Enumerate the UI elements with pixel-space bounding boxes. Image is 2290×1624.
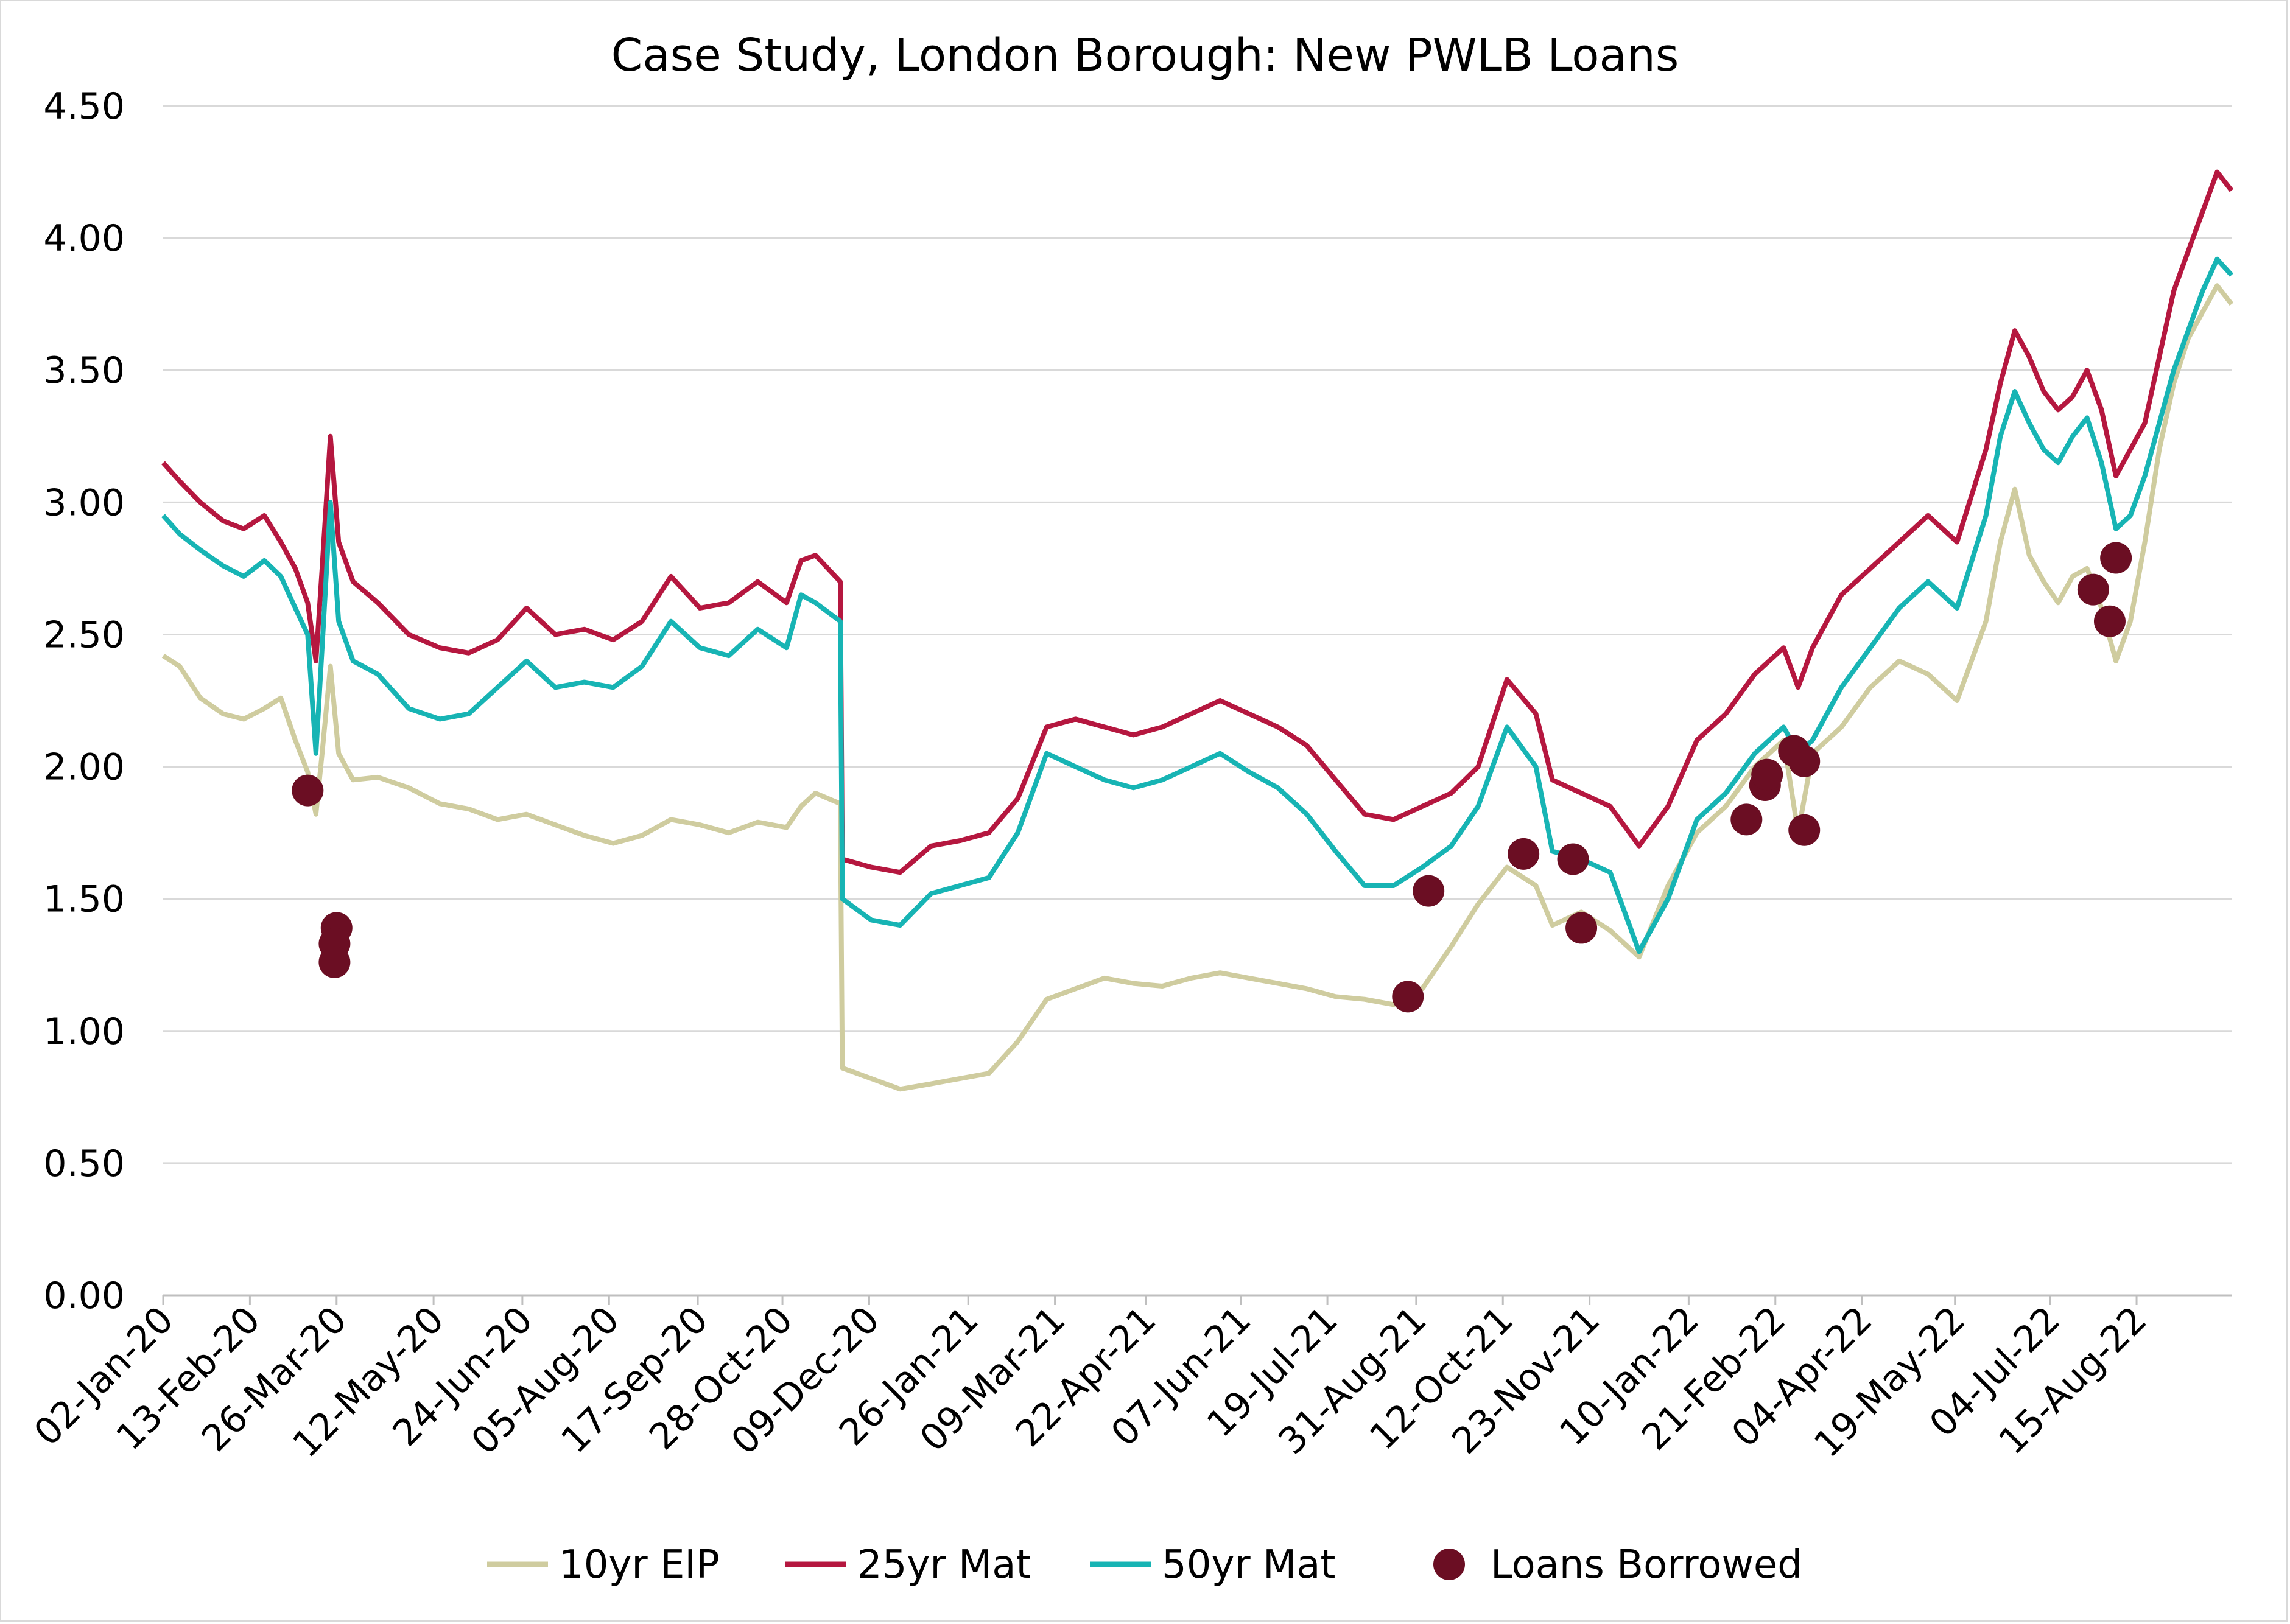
y-tick-label: 0.50 bbox=[43, 1143, 125, 1185]
loan-point bbox=[2093, 605, 2126, 637]
y-tick-label: 4.00 bbox=[43, 217, 125, 260]
legend-label: Loans Borrowed bbox=[1491, 1542, 1802, 1587]
loan-point bbox=[1392, 981, 1424, 1013]
loan-point bbox=[2100, 542, 2132, 574]
loan-point bbox=[1413, 875, 1445, 907]
gridlines bbox=[163, 105, 2232, 1297]
y-tick-label: 3.00 bbox=[43, 481, 125, 524]
legend: 10yr EIP 25yr Mat 50yr Mat Loans Borrowed bbox=[487, 1542, 1802, 1587]
loan-point bbox=[1730, 803, 1763, 836]
loan-point bbox=[1557, 843, 1589, 875]
loan-point bbox=[1788, 814, 1821, 846]
series-line-25yr-mat bbox=[161, 169, 2234, 875]
loan-point bbox=[1508, 838, 1540, 870]
y-tick-label: 2.50 bbox=[43, 614, 125, 656]
loan-point bbox=[2077, 573, 2109, 606]
x-axis-ticks: 02-Jan-2013-Feb-2026-Mar-2012-May-2024-J… bbox=[26, 1295, 2155, 1466]
legend-label: 10yr EIP bbox=[559, 1542, 720, 1587]
loan-point bbox=[318, 946, 351, 978]
y-tick-label: 1.50 bbox=[43, 878, 125, 921]
legend-label: 25yr Mat bbox=[857, 1542, 1031, 1587]
loan-point bbox=[1565, 912, 1598, 944]
series-lines bbox=[161, 169, 2234, 1092]
series-line-50yr-mat bbox=[161, 256, 2233, 954]
loan-point bbox=[1788, 745, 1821, 777]
y-tick-label: 0.00 bbox=[43, 1275, 125, 1317]
chart-title: Case Study, London Borough: New PWLB Loa… bbox=[611, 29, 1679, 82]
loan-points bbox=[292, 542, 2132, 1013]
y-tick-label: 3.50 bbox=[43, 349, 125, 392]
legend-label: 50yr Mat bbox=[1162, 1542, 1336, 1587]
series-line-10yr-eip bbox=[161, 283, 2234, 1092]
y-tick-label: 4.50 bbox=[43, 85, 125, 128]
y-tick-label: 2.00 bbox=[43, 746, 125, 789]
y-axis-ticks: 0.00 0.50 1.00 1.50 2.00 2.50 3.00 3.50 4.00 4.50 bbox=[43, 85, 125, 1317]
loan-point bbox=[1751, 758, 1783, 791]
loan-point bbox=[292, 774, 324, 807]
y-tick-label: 1.00 bbox=[43, 1010, 125, 1053]
legend-swatch bbox=[1433, 1549, 1465, 1580]
